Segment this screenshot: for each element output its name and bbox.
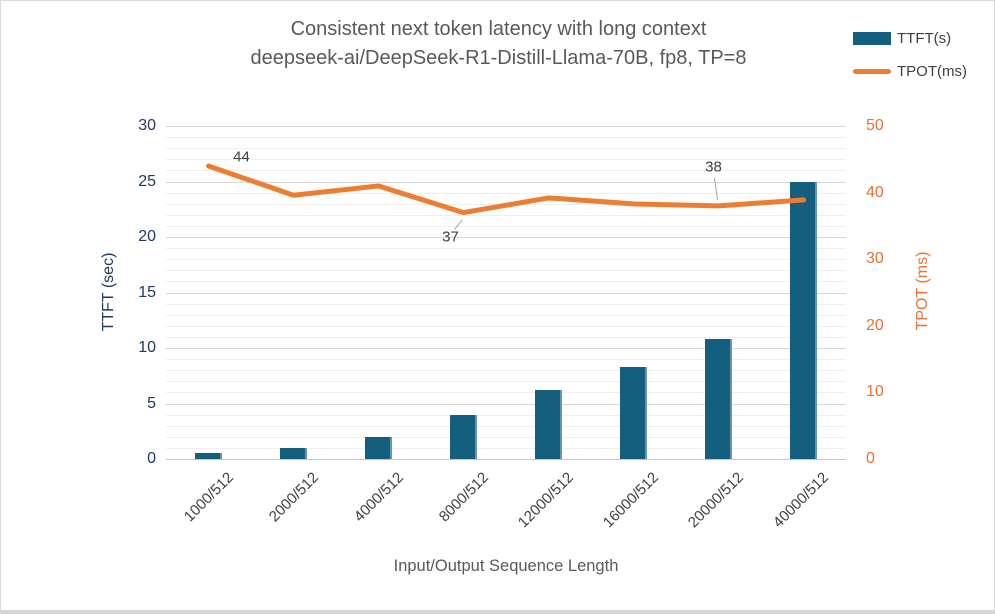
legend: TTFT(s) TPOT(ms) — [853, 27, 967, 93]
legend-item-ttft: TTFT(s) — [853, 27, 967, 49]
gridline — [166, 303, 846, 305]
gridline — [166, 225, 846, 227]
plot-area: 44 37 38 — [166, 126, 846, 460]
ttft-bar — [365, 436, 392, 459]
x-axis-tick-label: 8000/512 — [435, 469, 492, 526]
right-axis-tick-label: 30 — [866, 250, 884, 268]
gridline — [166, 137, 846, 139]
ttft-bar — [705, 339, 732, 459]
gridline — [166, 214, 846, 216]
gridline — [166, 325, 846, 327]
x-axis-tick-label: 1000/512 — [180, 469, 237, 526]
gridline — [166, 447, 846, 449]
x-axis-tick-label: 20000/512 — [684, 469, 747, 532]
gridline — [166, 370, 846, 372]
left-axis-tick-label: 0 — [147, 450, 156, 467]
left-axis-tick-label: 5 — [147, 394, 156, 412]
tpot-polyline — [206, 163, 806, 216]
gridline — [166, 181, 846, 183]
gridline — [166, 237, 846, 238]
right-axis-tick-label: 10 — [866, 383, 884, 401]
gridline — [166, 281, 846, 283]
ttft-bar — [535, 390, 562, 459]
ttft-bar — [450, 414, 477, 459]
tpot-data-label: 44 — [233, 148, 250, 166]
x-axis-tick-label: 12000/512 — [514, 469, 577, 532]
gridline — [166, 425, 846, 427]
gridline — [166, 414, 846, 416]
annotation-leader-line — [454, 219, 463, 230]
gridline — [166, 392, 846, 394]
ttft-bar — [620, 366, 647, 459]
chart-title-block: Consistent next token latency with long … — [1, 15, 994, 73]
left-axis-tick-label: 10 — [138, 339, 156, 356]
left-axis-tick-label: 25 — [138, 172, 156, 190]
gridline — [166, 436, 846, 438]
right-axis-tick-label: 50 — [866, 117, 884, 134]
legend-item-tpot: TPOT(ms) — [853, 60, 967, 82]
x-axis-tick-label: 2000/512 — [265, 469, 322, 526]
left-axis-tick-label: 15 — [138, 283, 156, 301]
chart-title: Consistent next token latency with long … — [290, 18, 707, 40]
gridline — [166, 336, 846, 338]
gridline — [166, 348, 846, 349]
gridline — [166, 314, 846, 316]
x-axis-tick-label: 40000/512 — [769, 469, 832, 532]
legend-label-ttft: TTFT(s) — [897, 29, 952, 47]
tpot-data-label: 38 — [705, 158, 722, 176]
gridline — [166, 248, 846, 250]
x-axis-title: Input/Output Sequence Length — [393, 557, 619, 575]
tpot-data-label: 37 — [442, 228, 459, 246]
x-axis-tick-label: 4000/512 — [350, 469, 407, 526]
gridline — [166, 192, 846, 194]
chart-subtitle: deepseek-ai/DeepSeek-R1-Distill-Llama-70… — [250, 47, 747, 69]
gridline — [166, 126, 846, 127]
gridline — [166, 292, 846, 294]
tpot-line — [206, 163, 806, 230]
gridline — [166, 459, 846, 460]
gridline — [166, 159, 846, 161]
gridline — [166, 381, 846, 383]
gridline — [166, 259, 846, 261]
annotation-leader-line — [714, 177, 718, 200]
right-axis-tick-label: 20 — [866, 316, 884, 334]
ttft-bar — [195, 453, 222, 459]
gridline — [166, 359, 846, 361]
ttft-bar — [280, 447, 307, 459]
gridline — [166, 170, 846, 172]
gridline — [166, 270, 846, 272]
legend-label-tpot: TPOT(ms) — [897, 62, 967, 80]
left-axis-tick-label: 30 — [138, 117, 156, 134]
x-axis-tick-label: 16000/512 — [599, 469, 662, 532]
ttft-bar — [790, 181, 817, 459]
ttft-bar-swatch-icon — [853, 31, 891, 45]
gridline — [166, 148, 846, 150]
right-axis-tick-label: 0 — [866, 450, 875, 467]
gridline — [166, 403, 846, 405]
tpot-line-swatch-icon — [853, 68, 891, 74]
left-axis-tick-label: 20 — [138, 228, 156, 245]
right-axis-tick-label: 40 — [866, 183, 884, 201]
